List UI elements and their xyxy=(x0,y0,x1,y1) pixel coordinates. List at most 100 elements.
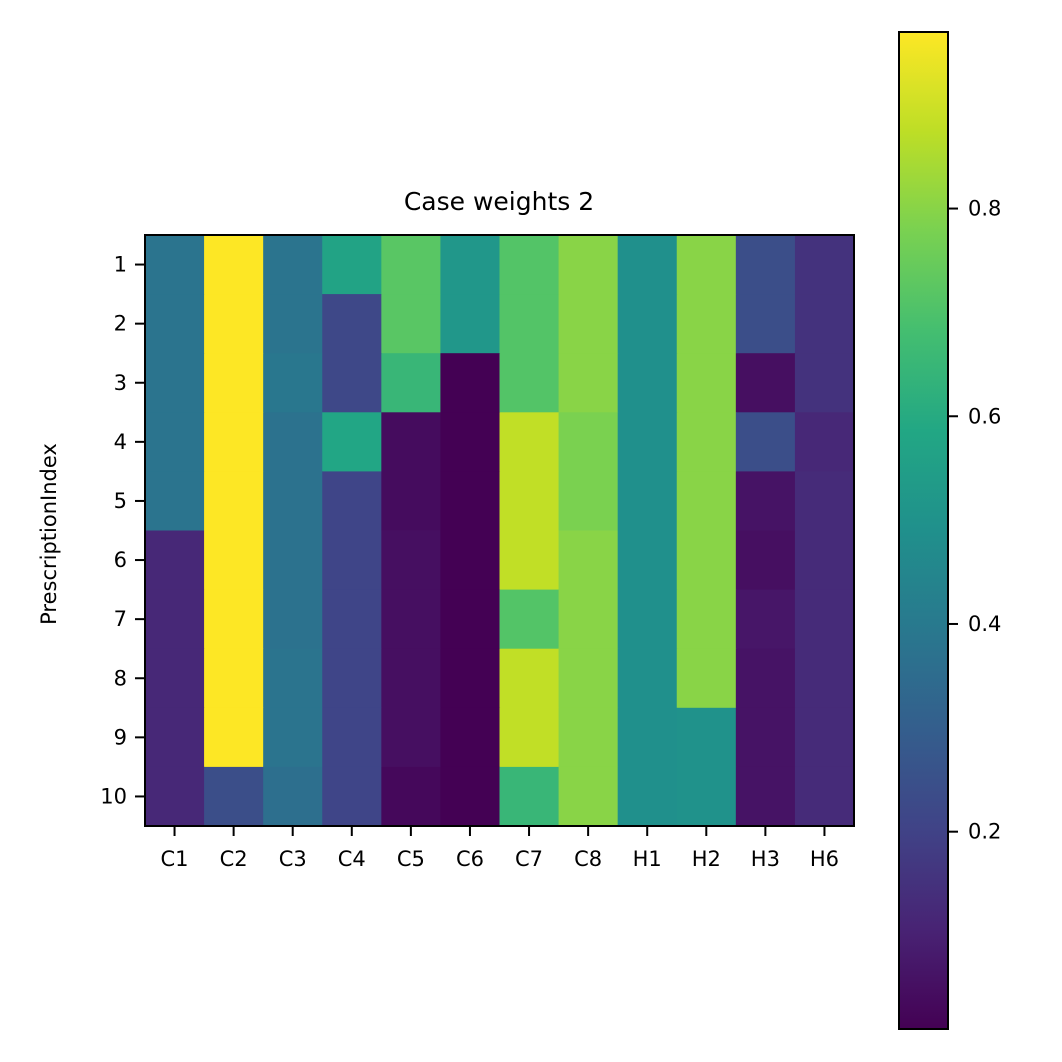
heatmap-cell xyxy=(263,294,323,354)
heatmap-cell xyxy=(263,471,323,532)
x-tick-label: H2 xyxy=(692,847,721,871)
y-tick-label: 6 xyxy=(114,548,127,572)
y-tick-label: 2 xyxy=(114,312,127,336)
heatmap-cell xyxy=(499,766,560,827)
x-tick-label: C6 xyxy=(456,847,484,871)
x-tick-label: C2 xyxy=(220,847,248,871)
heatmap-cell xyxy=(794,766,855,827)
heatmap-cell xyxy=(145,707,205,768)
heatmap-cell xyxy=(440,766,501,827)
heatmap-cell xyxy=(322,766,382,827)
heatmap-cell xyxy=(499,235,560,295)
heatmap-cell xyxy=(794,589,855,650)
heatmap-cell xyxy=(322,294,382,354)
heatmap-cell xyxy=(617,766,678,827)
heatmap-cell xyxy=(204,707,264,768)
heatmap-cell xyxy=(676,530,737,591)
heatmap-cell xyxy=(381,412,442,472)
y-tick-label: 9 xyxy=(114,725,127,749)
heatmap-cell xyxy=(204,353,264,413)
heatmap-cell xyxy=(558,648,619,709)
heatmap-cell xyxy=(735,471,796,532)
heatmap-cell xyxy=(381,353,442,413)
heatmap-cell xyxy=(381,648,442,709)
heatmap-cell xyxy=(263,707,323,768)
heatmap-cell xyxy=(204,648,264,709)
x-tick-label: C7 xyxy=(515,847,543,871)
x-tick-label: C4 xyxy=(338,847,366,871)
heatmap-cell xyxy=(322,707,382,768)
heatmap-cell xyxy=(617,353,678,413)
heatmap-cell xyxy=(440,648,501,709)
heatmap-cell xyxy=(499,707,560,768)
heatmap-cell xyxy=(263,766,323,827)
colorbar-tick-label: 0.4 xyxy=(968,612,1001,636)
heatmap-cell xyxy=(558,353,619,413)
plot-frame xyxy=(144,234,855,827)
heatmap-cell xyxy=(381,235,442,295)
x-tick-label: H1 xyxy=(633,847,662,871)
heatmap-cell xyxy=(381,707,442,768)
y-tick-label: 8 xyxy=(114,666,127,690)
heatmap-cell xyxy=(204,471,264,532)
heatmap-cell xyxy=(322,353,382,413)
heatmap-cell xyxy=(735,235,796,295)
heatmap-cell xyxy=(735,530,796,591)
colorbar-tick-label: 0.8 xyxy=(968,197,1001,221)
colorbar-frame xyxy=(898,31,949,1030)
heatmap-cell xyxy=(617,471,678,532)
y-tick-label: 7 xyxy=(114,607,127,631)
heatmap-cell xyxy=(499,412,560,472)
heatmap-cell xyxy=(322,471,382,532)
heatmap-cell xyxy=(322,648,382,709)
heatmap-cell xyxy=(204,589,264,650)
colorbar-ticks: 0.2 0.4 0.6 0.8 xyxy=(948,197,1001,844)
heatmap-cell xyxy=(676,589,737,650)
heatmap-cell xyxy=(322,589,382,650)
heatmap-cell xyxy=(617,235,678,295)
x-tick-label: C1 xyxy=(161,847,189,871)
heatmap-cell xyxy=(735,766,796,827)
heatmap-cell xyxy=(676,471,737,532)
heatmap-cell xyxy=(145,353,205,413)
heatmap-cell xyxy=(617,412,678,472)
x-axis-ticks: C1 C2 C3 C4 C5 C6 C7 C8 H1 H2 H3 H6 xyxy=(161,826,839,871)
heatmap-cell xyxy=(145,648,205,709)
heatmap-cell xyxy=(676,353,737,413)
heatmap-cell xyxy=(617,530,678,591)
heatmap-cell xyxy=(617,707,678,768)
heatmap-cell xyxy=(440,353,501,413)
heatmap-cell xyxy=(735,589,796,650)
colorbar-gradient xyxy=(899,32,948,1029)
heatmap-cell xyxy=(617,589,678,650)
x-tick-label: C8 xyxy=(574,847,602,871)
heatmap-cell xyxy=(676,648,737,709)
x-tick-label: C5 xyxy=(397,847,425,871)
heatmap-cell xyxy=(440,471,501,532)
heatmap-cell xyxy=(145,235,205,295)
heatmap-cell xyxy=(558,471,619,532)
heatmap-cell xyxy=(381,589,442,650)
heatmap-cell xyxy=(499,589,560,650)
heatmap-cell xyxy=(263,412,323,472)
y-tick-label: 3 xyxy=(114,371,127,395)
heatmap-cell xyxy=(145,766,205,827)
heatmap-cell xyxy=(558,412,619,472)
heatmap-cell xyxy=(794,235,855,295)
heatmap-cell xyxy=(794,530,855,591)
heatmap-cell xyxy=(794,648,855,709)
heatmap-cell xyxy=(558,707,619,768)
heatmap-cell xyxy=(145,589,205,650)
heatmap-cell xyxy=(558,766,619,827)
heatmap-cell xyxy=(558,294,619,354)
heatmap-cell xyxy=(617,294,678,354)
heatmap-cell xyxy=(381,766,442,827)
heatmap-cell xyxy=(794,707,855,768)
heatmap-cell xyxy=(735,648,796,709)
colorbar-tick-label: 0.2 xyxy=(968,820,1001,844)
heatmap-cell xyxy=(204,412,264,472)
heatmap-cell xyxy=(145,412,205,472)
y-axis-label: PrescriptionIndex xyxy=(37,443,61,625)
heatmap-cell xyxy=(381,530,442,591)
heatmap-cell xyxy=(676,412,737,472)
